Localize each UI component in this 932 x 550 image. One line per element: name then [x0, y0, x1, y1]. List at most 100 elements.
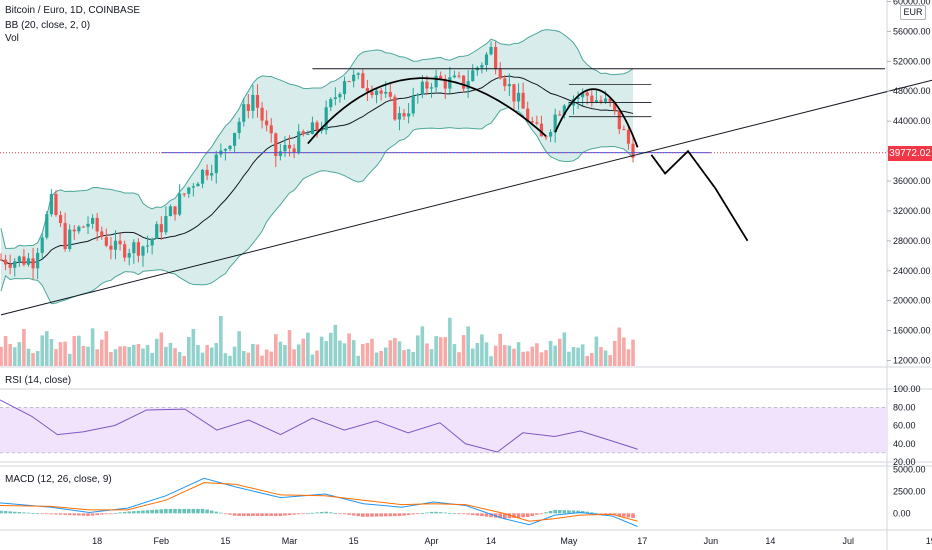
candle-body: [384, 91, 388, 94]
candle-body: [562, 105, 566, 115]
macd-histogram-bar: [177, 508, 182, 514]
candle-body: [86, 223, 90, 227]
candle-body: [145, 245, 150, 247]
volume-bar: [136, 344, 141, 366]
candle-body: [420, 81, 424, 95]
candle-body: [136, 242, 140, 256]
macd-histogram-bar: [109, 513, 113, 515]
macd-histogram-bar: [406, 513, 411, 516]
volume-bar: [58, 342, 63, 366]
candle-body: [443, 78, 447, 89]
macd-histogram-bar: [292, 513, 296, 515]
macd-histogram-bar: [470, 513, 475, 516]
candle-body: [329, 99, 333, 108]
macd-histogram-bar: [507, 513, 512, 519]
volume-bar: [200, 352, 205, 366]
volume-bar: [17, 342, 22, 366]
macd-indicator-label[interactable]: MACD (12, 26, close, 9): [5, 474, 112, 485]
candle-body: [283, 144, 287, 152]
volume-bar: [594, 336, 599, 366]
volume-bar: [54, 349, 58, 366]
macd-histogram-bar: [415, 513, 420, 515]
macd-histogram-bar: [0, 510, 3, 514]
candle-body: [480, 65, 484, 68]
volume-bar: [342, 343, 347, 366]
candle-body: [347, 81, 351, 83]
volume-bar: [438, 337, 443, 366]
macd-histogram-bar: [443, 512, 448, 514]
macd-histogram-bar: [548, 510, 553, 514]
time-axis-label: 14: [486, 536, 496, 546]
macd-histogram-bar: [576, 510, 580, 514]
volume-bar: [507, 345, 512, 366]
macd-histogram-bar: [17, 512, 22, 514]
macd-histogram-bar: [448, 512, 452, 514]
macd-histogram-bar: [342, 513, 347, 515]
volume-bar: [237, 331, 241, 366]
macd-histogram-bar: [186, 508, 191, 514]
price-axis-label: 32000.00: [893, 206, 931, 216]
volume-bar: [557, 338, 562, 366]
macd-histogram-bar: [31, 512, 35, 514]
price-axis-label: 56000.00: [893, 26, 931, 36]
time-axis-label: Jun: [704, 536, 719, 546]
user-drawings: [0, 68, 932, 316]
volume-bar: [379, 350, 383, 366]
macd-histogram-bar: [516, 513, 521, 518]
volume-bar: [269, 351, 274, 366]
candle-body: [63, 223, 67, 250]
volume-bar: [45, 331, 49, 366]
volume-bar: [420, 326, 425, 366]
candle-body: [530, 121, 534, 123]
candle-body: [118, 240, 122, 245]
candle-body: [17, 256, 21, 262]
volume-bar: [40, 335, 45, 366]
volume-bar: [228, 355, 232, 366]
volume-bar: [503, 345, 507, 366]
price-axis-label: 44000.00: [893, 116, 931, 126]
volume-bar: [22, 329, 26, 366]
candle-body: [297, 131, 301, 153]
volume-bar: [319, 336, 324, 366]
volume-bar: [608, 355, 612, 366]
macd-histogram-bar: [347, 513, 351, 515]
time-axis-label: 18: [92, 536, 102, 546]
macd-histogram-bar: [590, 512, 594, 514]
macd-histogram-bar: [54, 513, 58, 515]
candle-body: [205, 169, 209, 176]
vol-indicator-label[interactable]: Vol: [5, 33, 19, 44]
candle-body: [164, 216, 168, 233]
rsi-axis-label: 20.00: [893, 457, 916, 467]
candle-body: [91, 217, 95, 224]
price-axis-label: 12000.00: [893, 356, 931, 366]
volume-bar: [612, 340, 617, 366]
macd-histogram-bar: [12, 511, 17, 514]
macd-histogram-bar: [631, 513, 635, 518]
candle-body: [40, 237, 44, 253]
candle-body: [26, 258, 31, 265]
candle-body: [77, 226, 81, 232]
candle-body: [242, 104, 246, 122]
macd-line: [0, 477, 638, 527]
rsi-indicator-label[interactable]: RSI (14, close): [5, 375, 72, 386]
macd-histogram-bar: [489, 513, 493, 518]
macd-histogram-bar: [127, 511, 132, 514]
volume-bar: [164, 346, 168, 366]
volume-bar: [530, 346, 535, 366]
volume-bar: [49, 338, 54, 366]
macd-histogram-bar: [251, 513, 255, 516]
macd-histogram-bar: [173, 508, 177, 514]
bb-indicator-label[interactable]: BB (20, close, 2, 0): [5, 20, 91, 31]
candle-body: [36, 252, 40, 269]
macd-histogram-bar: [626, 513, 631, 518]
currency-badge[interactable]: EUR: [900, 5, 926, 20]
volume-bar: [493, 345, 498, 366]
candle-body: [100, 231, 104, 237]
macd-histogram-bar: [438, 512, 443, 514]
candle-body: [489, 46, 493, 55]
macd-histogram-bar: [503, 513, 507, 519]
candle-body: [109, 245, 113, 250]
macd-histogram-bar: [72, 513, 77, 516]
volume-bar: [603, 350, 608, 366]
